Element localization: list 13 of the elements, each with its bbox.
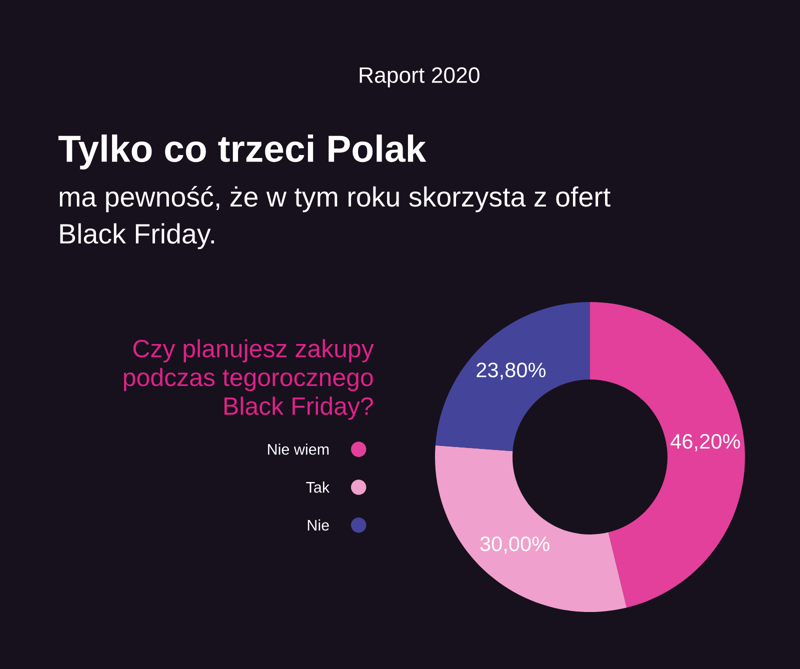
data-label: 46,20% <box>670 434 740 452</box>
donut-slice <box>435 445 627 612</box>
data-label: 30,00% <box>480 536 550 554</box>
donut-slice <box>590 302 745 608</box>
legend-label: Nie <box>308 519 329 531</box>
donut-slice <box>435 302 590 452</box>
chart-title: Tylko co trzeci Polak <box>58 134 426 170</box>
text: Raport 2020 <box>360 67 480 88</box>
legend-label: Nie wiem <box>268 444 329 455</box>
legend-label: Tak <box>306 482 330 493</box>
data-label: 23,80% <box>476 362 546 380</box>
chart-subtitle: ma pewność, że w tym roku skorzysta z ofert Black Friday. <box>60 186 610 250</box>
legend-title: Czy planujesz zakupy podczas tegorocznego Black Friday? <box>124 339 374 420</box>
